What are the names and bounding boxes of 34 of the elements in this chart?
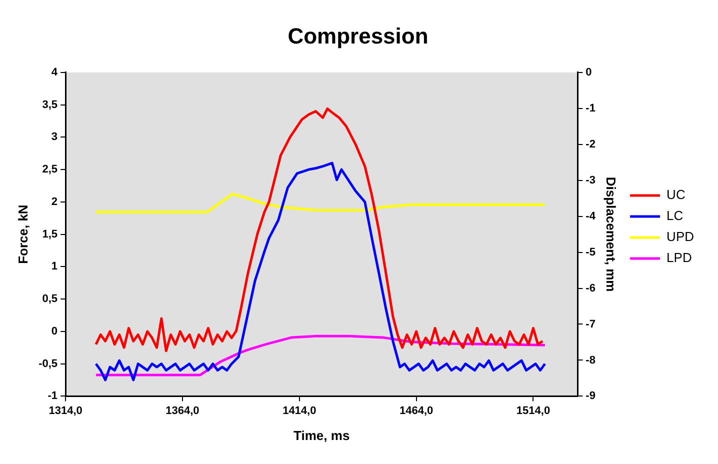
x-tick-label: 1514,0 (516, 404, 550, 417)
y2-tick-label: -7 (586, 318, 596, 330)
x-tick-label: 1414,0 (282, 404, 316, 417)
chart-title: Compression (288, 23, 428, 48)
legend-label: UC (666, 187, 686, 202)
y-tick-label: 0 (51, 325, 58, 338)
y-tick-label: 3 (51, 131, 58, 144)
x-tick-label: 1314,0 (48, 404, 82, 417)
y2-tick-label: -3 (586, 174, 596, 186)
y2-tick-label: 0 (586, 66, 592, 78)
y-tick-label: 2 (51, 196, 58, 208)
x-tick-label: 1464,0 (399, 404, 434, 417)
legend-label: LPD (666, 250, 692, 266)
y-tick-label: 0,5 (42, 293, 58, 306)
legend-label: UPD (666, 229, 694, 244)
y-tick-label: 1 (51, 260, 58, 273)
y2-tick-label: -4 (586, 210, 596, 222)
y-tick-label: 2,5 (42, 164, 58, 176)
y-tick-label: 4 (51, 66, 58, 78)
y-tick-label: -0,5 (38, 358, 58, 370)
y2-tick-label: -5 (586, 246, 596, 258)
y-axis-title: Force, kN (15, 204, 30, 264)
legend-label: LC (666, 208, 684, 224)
y2-tick-label: -2 (586, 138, 596, 150)
y-tick-label: 3,5 (42, 98, 58, 111)
y-tick-label: 1,5 (42, 228, 58, 240)
x-tick-label: 1364,0 (166, 404, 200, 417)
y-tick-label: -1 (48, 390, 58, 402)
y2-tick-label: -6 (586, 282, 596, 294)
y2-tick-label: -8 (586, 354, 596, 366)
y2-axis-title: Displacement, mm (604, 176, 619, 292)
y2-tick-label: -1 (586, 102, 596, 114)
y2-tick-label: -9 (586, 390, 596, 402)
x-axis-title: Time, ms (294, 428, 350, 443)
